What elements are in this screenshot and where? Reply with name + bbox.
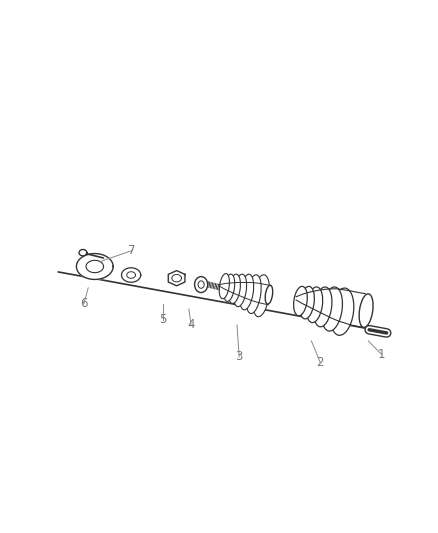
Ellipse shape [252, 275, 269, 317]
Text: 2: 2 [316, 356, 323, 369]
Ellipse shape [246, 275, 261, 313]
Polygon shape [86, 260, 103, 273]
Ellipse shape [265, 285, 272, 304]
Polygon shape [168, 271, 184, 286]
Ellipse shape [228, 274, 240, 303]
Text: 7: 7 [128, 244, 135, 257]
Text: 3: 3 [235, 350, 242, 364]
Ellipse shape [239, 274, 253, 310]
Polygon shape [121, 268, 141, 282]
Ellipse shape [313, 287, 331, 327]
Text: 5: 5 [159, 313, 166, 326]
Text: 6: 6 [80, 297, 88, 310]
Text: 4: 4 [187, 319, 194, 332]
Ellipse shape [219, 273, 229, 298]
Ellipse shape [194, 277, 207, 293]
Ellipse shape [321, 287, 342, 331]
Ellipse shape [358, 294, 372, 327]
Ellipse shape [329, 288, 353, 335]
Ellipse shape [299, 286, 314, 319]
Ellipse shape [293, 286, 307, 316]
Ellipse shape [306, 287, 322, 322]
Polygon shape [76, 254, 113, 279]
Text: 1: 1 [377, 348, 384, 361]
Ellipse shape [233, 274, 246, 306]
Ellipse shape [198, 281, 204, 288]
Ellipse shape [223, 274, 234, 301]
